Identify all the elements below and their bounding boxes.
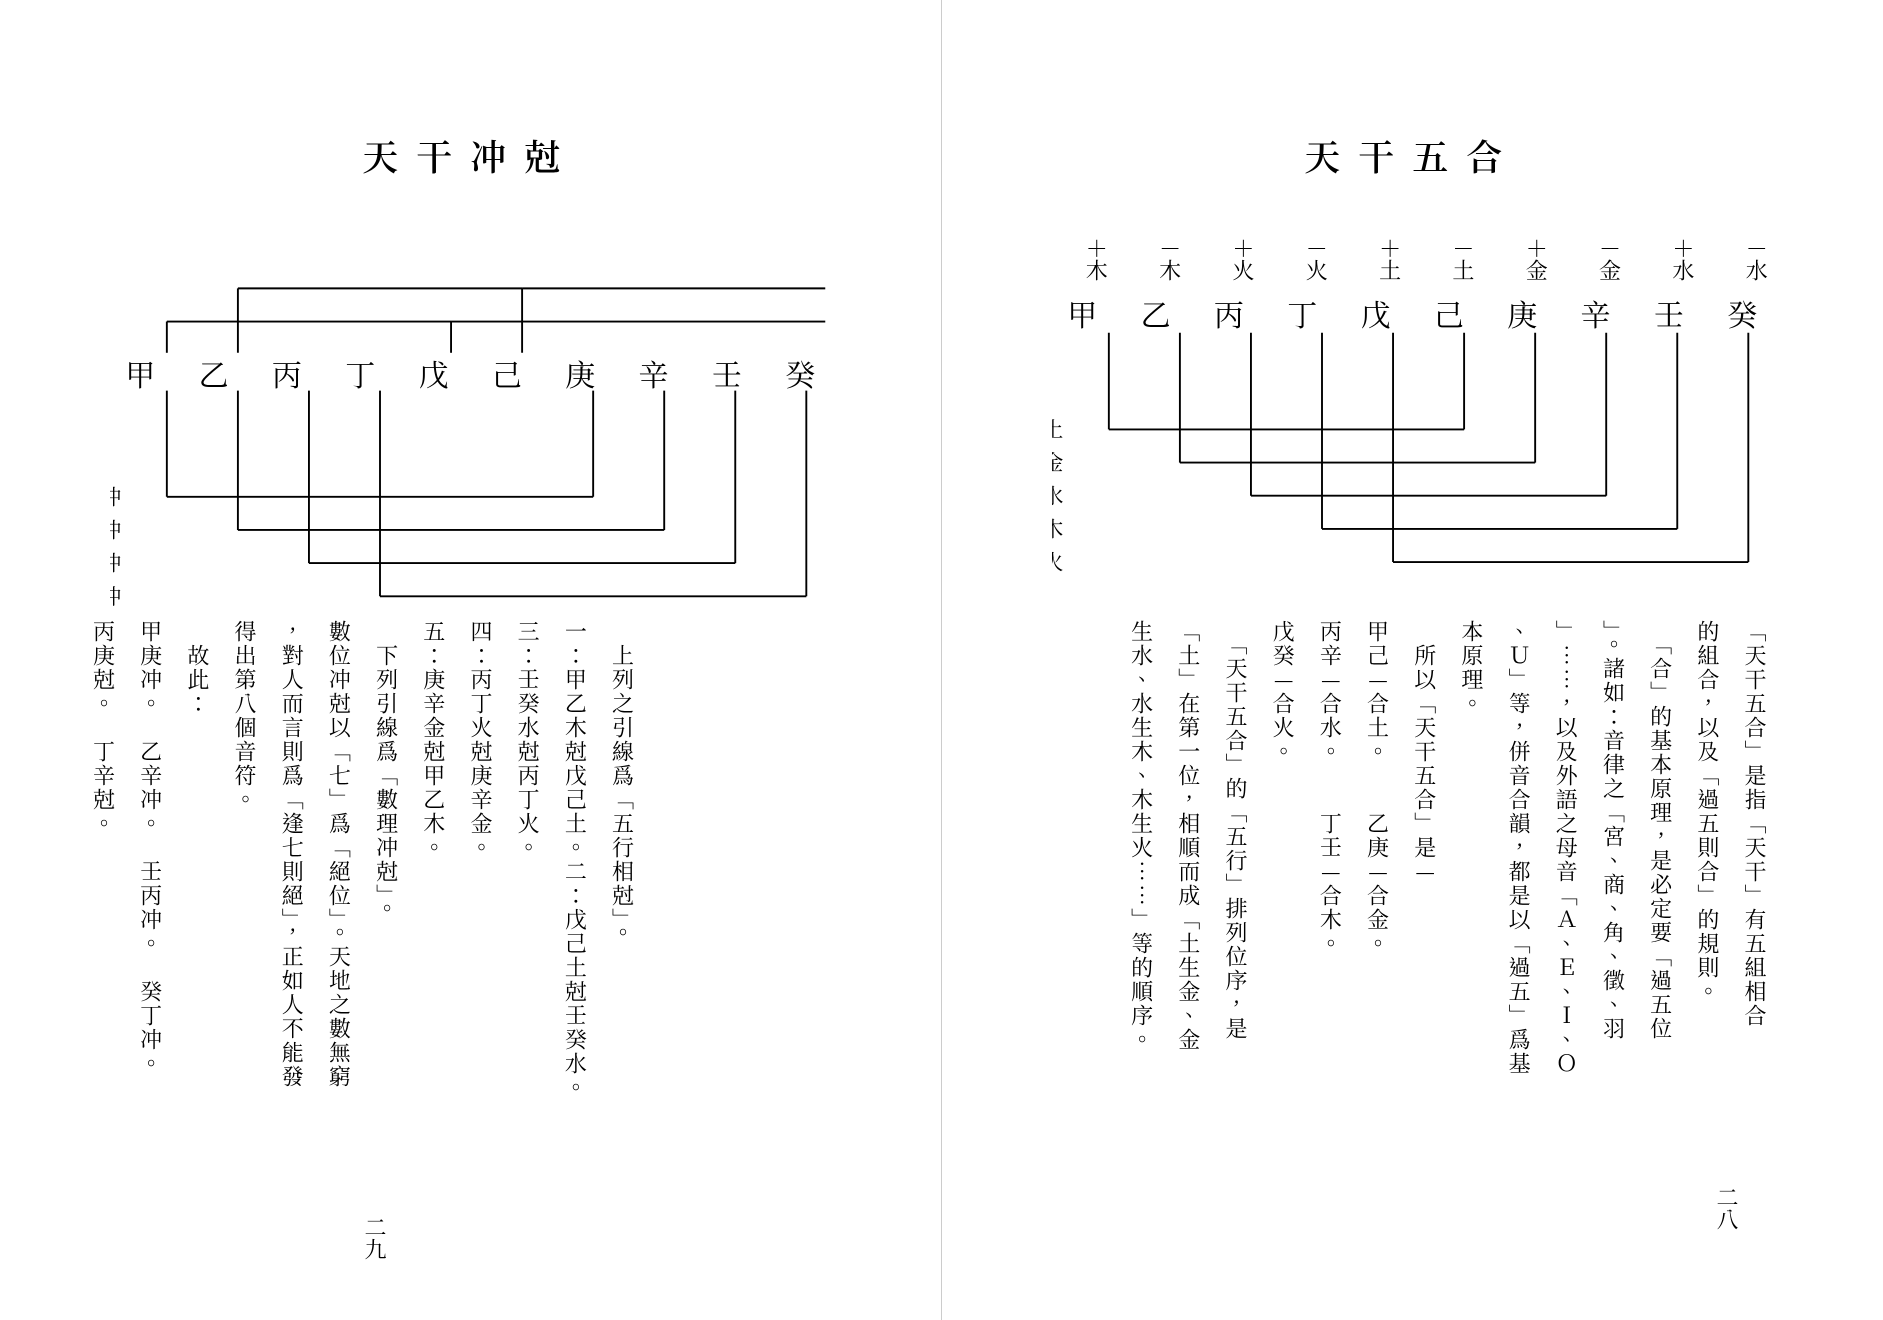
svg-text:木: 木 [1052, 512, 1064, 542]
page-number-right: 二八 [1712, 1186, 1743, 1230]
stem-丁: 丁 [1272, 291, 1332, 335]
stem-甲: 甲 [110, 351, 170, 395]
text-column: 「天干五合」的「五行」排列位序，是 [1219, 620, 1254, 1076]
stem-癸: 癸 [1712, 291, 1772, 335]
text-column: 所以「天干五合」是— [1408, 620, 1443, 1076]
body-text-left: 上列之引線爲「五行相尅」。一：甲乙木尅戊己土。二：戊己土尅壬癸水。三：壬癸水尅丙… [86, 620, 640, 1100]
stem-戊: 戊 [1346, 291, 1406, 335]
stem-乙: 乙 [1126, 291, 1186, 335]
polarity-element: －火 [1272, 231, 1332, 286]
text-column: 」……，以及外語之母音「Ａ、Ｅ、Ｉ、Ｏ [1549, 620, 1584, 1076]
svg-text:冲: 冲 [110, 580, 121, 610]
stems-row-right: 甲乙丙丁戊己庚辛壬癸 [1052, 291, 1772, 335]
text-column: 數位冲尅以「七」爲「絕位」。天地之數無窮 [322, 620, 357, 1100]
text-column: 本原理。 [1455, 620, 1490, 1076]
text-column: 甲庚冲。 乙辛冲。 壬丙冲。 癸丁冲。 [133, 620, 168, 1100]
text-column: 一：甲乙木尅戊己土。二：戊己土尅壬癸水。 [558, 620, 593, 1100]
stem-丙: 丙 [257, 351, 317, 395]
polarity-element: －水 [1712, 231, 1772, 286]
stem-辛: 辛 [1566, 291, 1626, 335]
stem-辛: 辛 [624, 351, 684, 395]
polarity-element: ＋金 [1492, 231, 1552, 286]
left-title: 天干冲尅 [30, 130, 911, 181]
svg-text:冲: 冲 [110, 480, 121, 510]
svg-text:水: 水 [1052, 479, 1064, 509]
text-column: 丙庚尅。 丁辛尅。 [86, 620, 121, 1100]
svg-text:金: 金 [1052, 446, 1064, 476]
svg-text:土: 土 [1052, 413, 1063, 443]
stem-庚: 庚 [1492, 291, 1552, 335]
text-column: 得出第八個音符。 [228, 620, 263, 1100]
text-column: 四：丙丁火尅庚辛金。 [464, 620, 499, 1100]
page-left: 天干冲尅 甲乙丙丁戊己庚辛壬癸 尅尅冲冲冲冲 上列之引線爲「五行相尅」。一：甲乙… [0, 0, 942, 1320]
stem-庚: 庚 [550, 351, 610, 395]
polarity-element: ＋木 [1052, 231, 1112, 286]
stem-己: 己 [477, 351, 537, 395]
diagram-wuhe: ＋木 －木＋火－火 ＋土－土＋金 －金＋水－水 甲乙丙丁戊己庚辛壬癸 土金水木火 [1052, 211, 1772, 591]
text-column: 下列引線爲「數理冲尅」。 [369, 620, 404, 1100]
stem-乙: 乙 [184, 351, 244, 395]
stem-丙: 丙 [1199, 291, 1259, 335]
stem-甲: 甲 [1052, 291, 1112, 335]
text-column: 戊癸—合火。 [1266, 620, 1301, 1076]
text-column: 「天干五合」是指「天干」有五組相合 [1738, 620, 1773, 1076]
text-column: 故此： [181, 620, 216, 1100]
diagram-chong-ke: 甲乙丙丁戊己庚辛壬癸 尅尅冲冲冲冲 [110, 211, 830, 631]
svg-text:火: 火 [1052, 546, 1064, 576]
body-text-right: 「天干五合」是指「天干」有五組相合的組合，以及「過五則合」的規則。 「合」的基本… [1124, 620, 1773, 1076]
polarity-element: ＋土 [1346, 231, 1406, 286]
text-column: 」。諸如：音律之「宮、商、角、徵、羽 [1596, 620, 1631, 1076]
text-column: 丙辛—合水。 丁壬—合木。 [1313, 620, 1348, 1076]
annotation-row-right: ＋木 －木＋火－火 ＋土－土＋金 －金＋水－水 [1052, 231, 1772, 286]
page-number-left: 二九 [360, 1216, 391, 1260]
right-title: 天干五合 [972, 130, 1854, 181]
text-column: 五：庚辛金尅甲乙木。 [417, 620, 452, 1100]
polarity-element: －金 [1566, 231, 1626, 286]
svg-text:冲: 冲 [110, 514, 121, 544]
text-column: 「土」在第一位，相順而成「土生金、金 [1172, 620, 1207, 1076]
polarity-element: ＋水 [1639, 231, 1699, 286]
stem-己: 己 [1419, 291, 1479, 335]
text-column: 生水、水生木、木生火……」等的順序。 [1124, 620, 1159, 1076]
stem-壬: 壬 [697, 351, 757, 395]
stem-戊: 戊 [404, 351, 464, 395]
polarity-element: －木 [1126, 231, 1186, 286]
polarity-element: －土 [1419, 231, 1479, 286]
stem-丁: 丁 [330, 351, 390, 395]
polarity-element: ＋火 [1199, 231, 1259, 286]
svg-text:冲: 冲 [110, 547, 121, 577]
lines-left: 尅尅冲冲冲冲 [110, 211, 830, 631]
text-column: ，對人而言則爲「逢七則絕」，正如人不能發 [275, 620, 310, 1100]
stems-row-left: 甲乙丙丁戊己庚辛壬癸 [110, 351, 830, 395]
stem-壬: 壬 [1639, 291, 1699, 335]
text-column: 三：壬癸水尅丙丁火。 [511, 620, 546, 1100]
text-column: 上列之引線爲「五行相尅」。 [605, 620, 640, 1100]
page-right: 天干五合 ＋木 －木＋火－火 ＋土－土＋金 －金＋水－水 甲乙丙丁戊己庚辛壬癸 土金水… [942, 0, 1883, 1320]
text-column: 、Ｕ」等，併音合韻，都是以「過五」爲基 [1502, 620, 1537, 1076]
text-column: 「合」的基本原理，是必定要「過五位 [1643, 620, 1678, 1076]
text-column: 的組合，以及「過五則合」的規則。 [1691, 620, 1726, 1076]
text-column: 甲己—合土。 乙庚—合金。 [1360, 620, 1395, 1076]
stem-癸: 癸 [770, 351, 830, 395]
